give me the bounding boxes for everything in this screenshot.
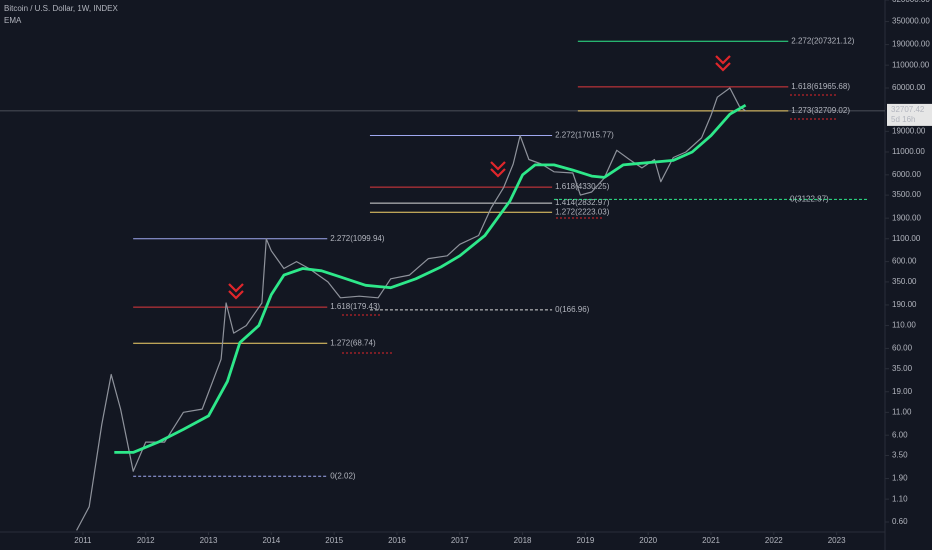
y-tick-label: 350.00 — [892, 277, 917, 286]
fib-label: 0(3122.87) — [790, 195, 829, 204]
y-tick-label: 3.50 — [892, 451, 908, 460]
x-tick-label: 2016 — [388, 536, 406, 545]
y-tick-label: 350000.00 — [892, 17, 930, 26]
x-tick-label: 2017 — [451, 536, 469, 545]
countdown: 5d 16h — [891, 115, 915, 124]
fib-label: 0(2.02) — [330, 471, 356, 480]
y-tick-label: 6000.00 — [892, 170, 921, 179]
fib-label: 1.618(4330.25) — [555, 182, 610, 191]
down-arrow — [490, 161, 506, 178]
fib-label: 0(166.96) — [555, 305, 590, 314]
x-tick-label: 2013 — [200, 536, 218, 545]
fib-label: 1.272(2223.03) — [555, 207, 610, 216]
x-tick-label: 2012 — [137, 536, 155, 545]
indicator-name: EMA — [4, 16, 22, 25]
y-tick-label: 110000.00 — [892, 60, 930, 69]
y-tick-label: 1.90 — [892, 474, 908, 483]
y-tick-label: 60000.00 — [892, 83, 926, 92]
x-tick-label: 2015 — [325, 536, 343, 545]
down-arrow — [715, 55, 731, 72]
price-value: 32707.42 — [891, 105, 925, 114]
fib-label: 2.272(17015.77) — [555, 131, 614, 140]
x-tick-label: 2020 — [639, 536, 657, 545]
y-tick-label: 1.10 — [892, 494, 908, 503]
down-arrow — [228, 283, 244, 300]
y-tick-label: 19.00 — [892, 387, 913, 396]
y-tick-label: 3500.00 — [892, 190, 921, 199]
y-tick-label: 11.00 — [892, 407, 912, 416]
y-tick-label: 35.00 — [892, 364, 913, 373]
fib-label: 2.272(207321.12) — [791, 36, 855, 45]
fib-label: 1.414(2832.97) — [555, 198, 610, 207]
x-tick-label: 2021 — [702, 536, 720, 545]
x-tick-label: 2011 — [74, 536, 92, 545]
y-tick-label: 190000.00 — [892, 40, 930, 49]
y-tick-label: 1100.00 — [892, 234, 921, 243]
y-tick-label: 11000.00 — [892, 147, 925, 156]
y-tick-label: 190.00 — [892, 300, 917, 309]
fib-label: 1.618(61965.68) — [791, 82, 850, 91]
y-tick-label: 0.60 — [892, 517, 908, 526]
y-tick-label: 60.00 — [892, 344, 913, 353]
arrows — [228, 55, 731, 300]
series-line — [114, 103, 747, 454]
x-tick-label: 2019 — [576, 536, 594, 545]
y-tick-label: 1900.00 — [892, 213, 921, 222]
y-tick-label: 620000.00 — [892, 0, 930, 4]
y-tick-label: 6.00 — [892, 430, 908, 439]
price-box — [887, 103, 932, 126]
x-tick-label: 2023 — [828, 536, 846, 545]
dotted-markers — [342, 94, 838, 354]
x-tick-label: 2014 — [262, 536, 280, 545]
y-tick-label: 19000.00 — [892, 126, 926, 135]
fib-label: 2.272(1099.94) — [330, 234, 385, 243]
x-tick-label: 2022 — [765, 536, 783, 545]
chart-title: Bitcoin / U.S. Dollar, 1W, INDEX — [4, 4, 118, 13]
fib-label: 1.618(179.43) — [330, 302, 380, 311]
fib-label: 1.273(32709.02) — [791, 106, 850, 115]
fib-label: 1.272(68.74) — [330, 338, 376, 347]
y-tick-label: 600.00 — [892, 257, 917, 266]
y-tick-label: 110.00 — [892, 321, 916, 330]
x-tick-label: 2018 — [514, 536, 532, 545]
